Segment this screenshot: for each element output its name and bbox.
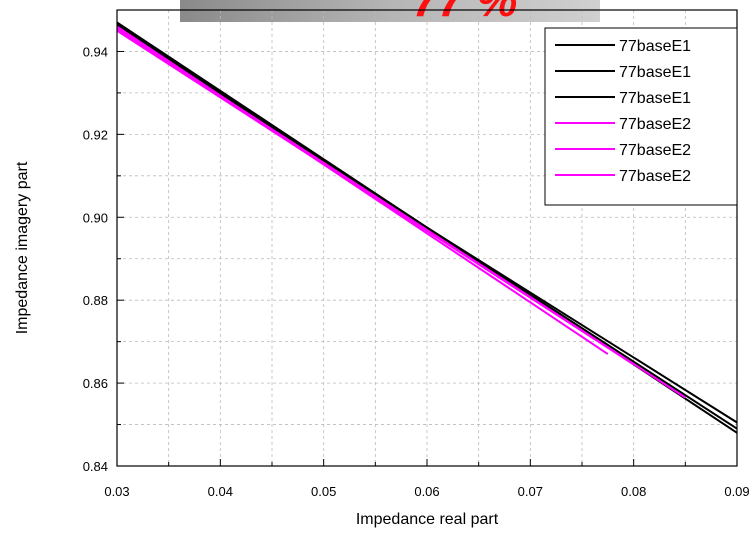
x-tick-label: 0.04 bbox=[208, 484, 233, 499]
banner bbox=[180, 0, 600, 22]
x-axis-label: Impedance real part bbox=[356, 511, 499, 528]
x-tick-label: 0.07 bbox=[518, 484, 543, 499]
legend-label: 77baseE1 bbox=[619, 90, 691, 107]
legend-label: 77baseE2 bbox=[619, 142, 691, 159]
x-tick-label: 0.09 bbox=[724, 484, 749, 499]
legend-label: 77baseE2 bbox=[619, 116, 691, 133]
x-tick-label: 0.03 bbox=[104, 484, 129, 499]
y-tick-label: 0.92 bbox=[83, 127, 108, 142]
x-tick-label: 0.05 bbox=[311, 484, 336, 499]
y-tick-label: 0.84 bbox=[83, 459, 108, 474]
y-tick-label: 0.88 bbox=[83, 293, 108, 308]
y-tick-label: 0.86 bbox=[83, 376, 108, 391]
chart: 77 % Impedance real part Impedance image… bbox=[0, 0, 755, 537]
y-tick-label: 0.90 bbox=[83, 210, 108, 225]
y-tick-label: 0.94 bbox=[83, 44, 108, 59]
banner-title: 77 % bbox=[413, 0, 518, 26]
legend-label: 77baseE1 bbox=[619, 64, 691, 81]
legend-label: 77baseE1 bbox=[619, 38, 691, 55]
x-tick-label: 0.08 bbox=[621, 484, 646, 499]
x-tick-label: 0.06 bbox=[414, 484, 439, 499]
y-axis-label: Impedance imagery part bbox=[14, 161, 31, 334]
legend-label: 77baseE2 bbox=[619, 168, 691, 185]
